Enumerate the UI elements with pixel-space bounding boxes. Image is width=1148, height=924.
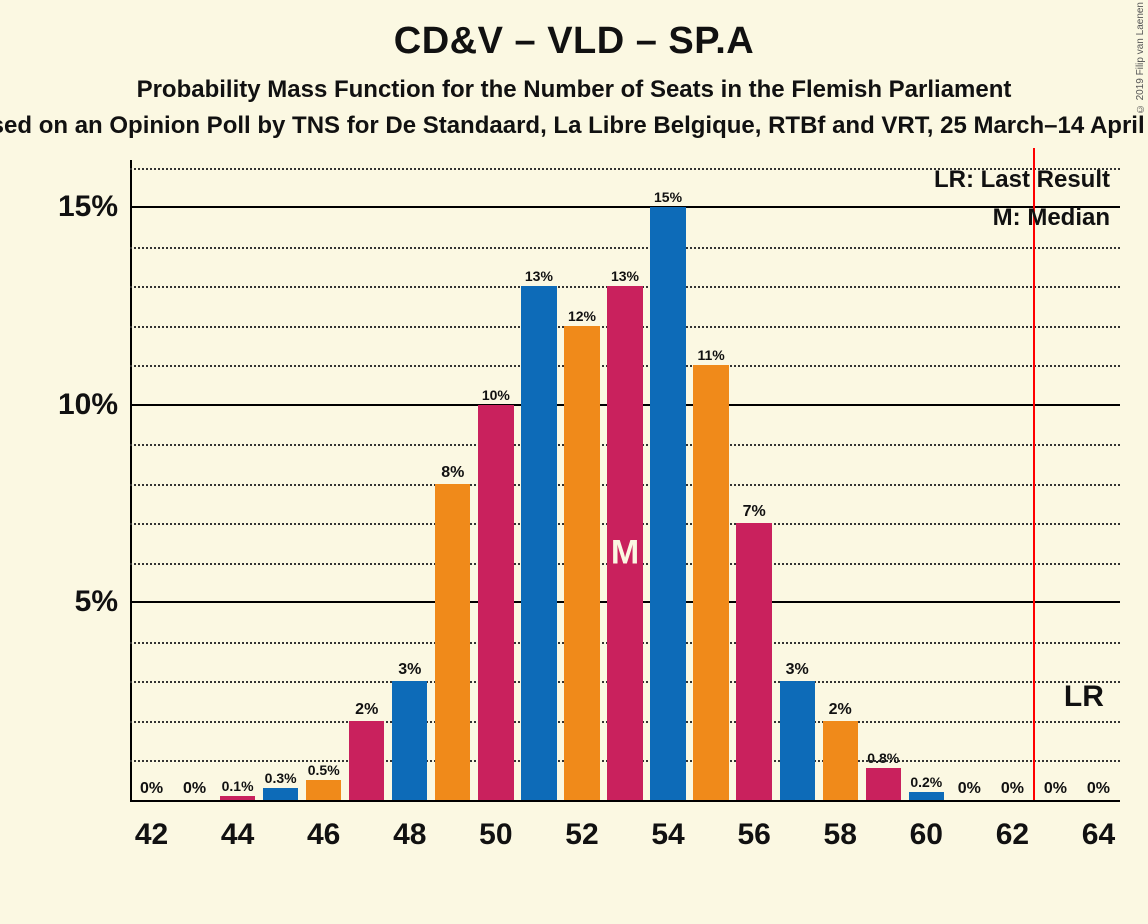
bar	[521, 286, 556, 800]
bar	[349, 721, 384, 800]
bar	[650, 207, 685, 800]
x-tick-label: 64	[1058, 818, 1138, 852]
bar-value-label: 0%	[1001, 780, 1024, 798]
bar-value-label: 2%	[355, 701, 378, 719]
bar	[780, 681, 815, 800]
bar	[866, 768, 901, 800]
bar	[220, 796, 255, 800]
bar-value-label: 13%	[525, 268, 553, 284]
bar-value-label: 0.8%	[867, 750, 899, 766]
x-tick-label: 56	[714, 818, 794, 852]
chart-plot-area: 5%10%15%4244464850525456586062640%0%0.1%…	[130, 160, 1120, 800]
bar-value-label: 0%	[958, 780, 981, 798]
bar-value-label: 0%	[1087, 780, 1110, 798]
y-tick-label: 15%	[28, 190, 118, 224]
x-tick-label: 58	[800, 818, 880, 852]
chart-title: CD&V – VLD – SP.A	[0, 20, 1148, 63]
bar-value-label: 2%	[829, 701, 852, 719]
x-tick-label: 62	[972, 818, 1052, 852]
bar	[909, 792, 944, 800]
x-tick-label: 50	[456, 818, 536, 852]
x-tick-label: 46	[284, 818, 364, 852]
chart-subtitle: Probability Mass Function for the Number…	[0, 76, 1148, 104]
bar	[564, 326, 599, 800]
bar	[306, 780, 341, 800]
bar-value-label: 0%	[1044, 780, 1067, 798]
bar-value-label: 0%	[140, 780, 163, 798]
x-tick-label: 44	[198, 818, 278, 852]
bar-value-label: 0.5%	[308, 762, 340, 778]
bar-value-label: 11%	[697, 347, 724, 363]
bar-value-label: 3%	[786, 661, 809, 679]
grid-minor	[130, 247, 1120, 249]
bar-value-label: 0%	[183, 780, 206, 798]
x-tick-label: 48	[370, 818, 450, 852]
legend-median: M: Median	[993, 204, 1110, 232]
x-axis-line	[130, 800, 1120, 802]
x-tick-label: 60	[886, 818, 966, 852]
bar	[478, 405, 513, 800]
y-tick-label: 10%	[28, 388, 118, 422]
last-result-label: LR	[1064, 680, 1104, 714]
bar	[435, 484, 470, 800]
bar-value-label: 12%	[568, 308, 596, 324]
bar-value-label: 13%	[611, 268, 639, 284]
bar-value-label: 7%	[743, 503, 766, 521]
x-tick-label: 52	[542, 818, 622, 852]
bar	[392, 681, 427, 800]
bar	[263, 788, 298, 800]
bar-value-label: 0.3%	[265, 770, 297, 786]
copyright-notice: © 2019 Filip van Laenen	[1135, 2, 1146, 114]
bar	[823, 721, 858, 800]
x-tick-label: 42	[112, 818, 192, 852]
x-tick-label: 54	[628, 818, 708, 852]
bar-value-label: 10%	[482, 387, 510, 403]
bar	[736, 523, 771, 800]
bar-value-label: 8%	[441, 464, 464, 482]
bar-value-label: 3%	[398, 661, 421, 679]
bar-value-label: 15%	[654, 189, 682, 205]
legend-last-result: LR: Last Result	[934, 166, 1110, 194]
y-tick-label: 5%	[28, 585, 118, 619]
grid-major	[130, 206, 1120, 208]
bar-value-label: 0.2%	[910, 774, 942, 790]
last-result-line	[1033, 148, 1035, 800]
bar-value-label: 0.1%	[222, 778, 254, 794]
chart-subtitle-2: Based on an Opinion Poll by TNS for De S…	[0, 112, 1148, 140]
bar	[693, 365, 728, 800]
median-marker: M	[611, 534, 639, 573]
y-axis-line	[130, 160, 132, 800]
